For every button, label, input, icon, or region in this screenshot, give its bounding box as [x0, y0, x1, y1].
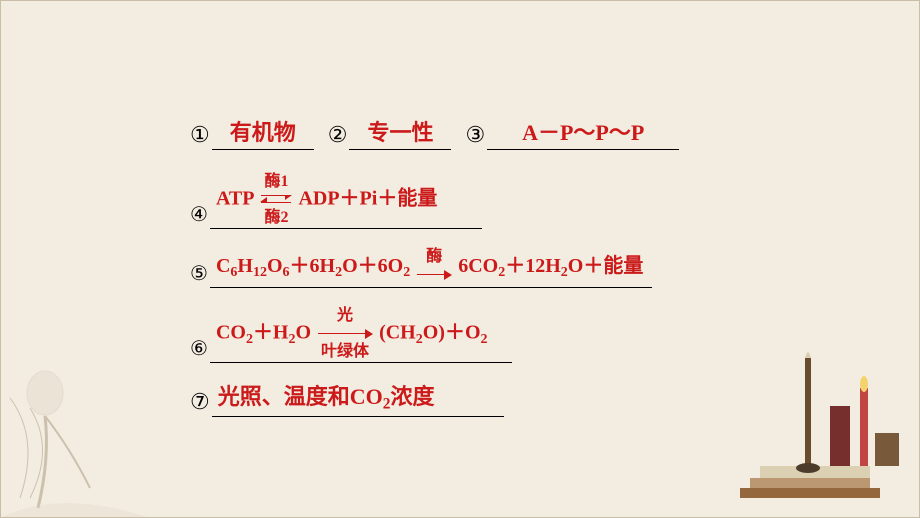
row-6: ⑥ CO2＋H2O 光 叶绿体 (CH2O)＋O2 — [190, 308, 790, 363]
answer-5: C6H12O6＋6H2O＋6O2 酶 6CO2＋12H2O＋能量 — [216, 249, 643, 285]
number-2: ② — [328, 122, 348, 150]
row-1: ① 有机物 ② 专一性 ③ A－P～P～P — [190, 115, 790, 150]
answer-6: CO2＋H2O 光 叶绿体 (CH2O)＋O2 — [216, 308, 488, 360]
number-3: ③ — [465, 122, 485, 150]
answer-4: ATP 酶1 酶2 ADP＋Pi＋能量 — [216, 174, 437, 226]
row-5: ⑤ C6H12O6＋6H2O＋6O2 酶 6CO2＋12H2O＋能量 — [190, 249, 790, 288]
blank-7: 光照、温度和CO2浓度 — [212, 379, 504, 417]
reversible-arrow-icon: 酶1 酶2 — [261, 174, 291, 226]
number-1: ① — [190, 122, 210, 150]
blank-3: A－P～P～P — [487, 115, 679, 150]
blank-2: 专一性 — [349, 115, 451, 150]
forward-arrow-icon: 酶 — [417, 249, 451, 285]
blank-4: ATP 酶1 酶2 ADP＋Pi＋能量 — [210, 174, 482, 229]
content-area: ① 有机物 ② 专一性 ③ A－P～P～P ④ ATP 酶1 酶2 ADP＋Pi… — [190, 115, 790, 431]
answer-7: 光照、温度和CO2浓度 — [218, 384, 435, 409]
number-4: ④ — [190, 202, 208, 229]
number-6: ⑥ — [190, 336, 208, 363]
books-candle-decoration-icon — [720, 338, 910, 518]
blank-6: CO2＋H2O 光 叶绿体 (CH2O)＋O2 — [210, 308, 512, 363]
number-5: ⑤ — [190, 261, 208, 288]
number-7: ⑦ — [190, 389, 210, 417]
scholar-decoration-icon — [0, 338, 190, 518]
blank-5: C6H12O6＋6H2O＋6O2 酶 6CO2＋12H2O＋能量 — [210, 249, 652, 288]
row-7: ⑦ 光照、温度和CO2浓度 — [190, 379, 790, 417]
row-4: ④ ATP 酶1 酶2 ADP＋Pi＋能量 — [190, 174, 790, 229]
blank-1: 有机物 — [212, 115, 314, 150]
forward-arrow-icon: 光 叶绿体 — [318, 308, 372, 360]
